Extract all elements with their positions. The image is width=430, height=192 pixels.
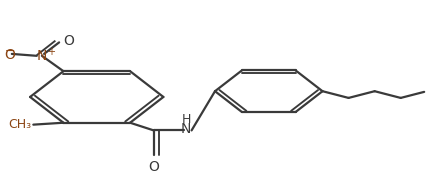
- Text: −: −: [4, 45, 15, 58]
- Text: N: N: [37, 49, 47, 63]
- Text: O: O: [64, 34, 74, 48]
- Text: H: H: [181, 113, 190, 126]
- Text: CH₃: CH₃: [8, 118, 31, 131]
- Text: O: O: [4, 48, 15, 62]
- Text: N: N: [181, 122, 191, 137]
- Text: +: +: [47, 47, 55, 57]
- Text: O: O: [148, 160, 159, 174]
